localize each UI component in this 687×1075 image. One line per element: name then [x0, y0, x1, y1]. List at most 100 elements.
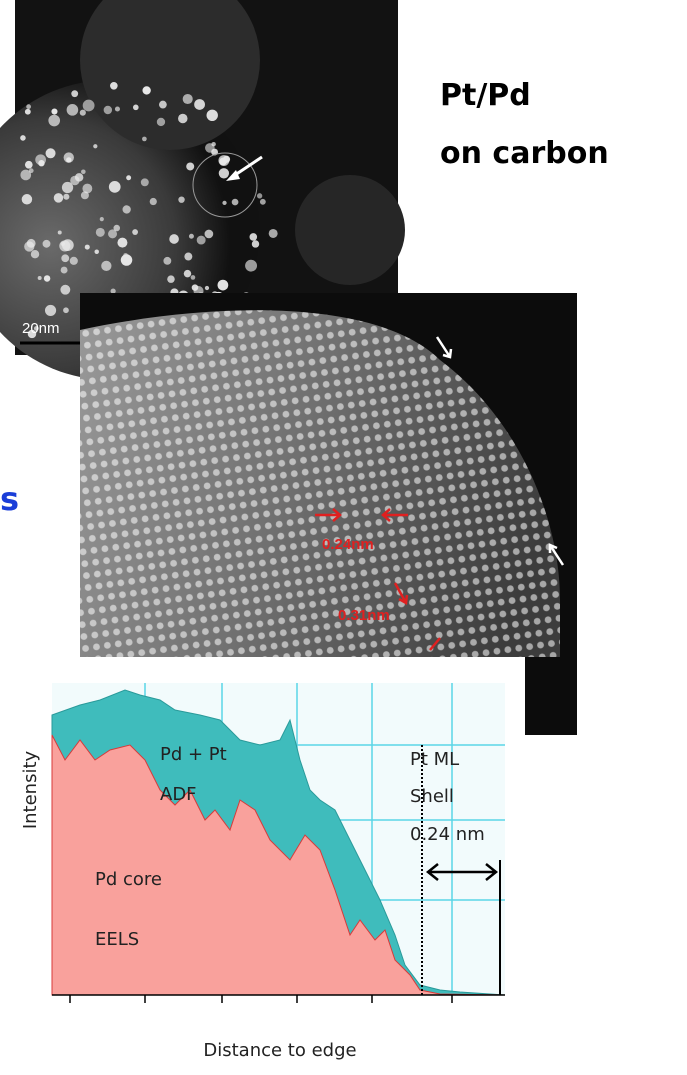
particle	[178, 196, 184, 202]
particle	[96, 228, 105, 237]
particle	[85, 245, 90, 250]
particle	[189, 234, 194, 239]
spacing-label: 0.31nm	[338, 607, 390, 624]
particle	[194, 99, 205, 110]
cut-text: s	[0, 480, 19, 518]
particle	[93, 144, 97, 148]
title: Pt/Pd	[440, 78, 531, 113]
shell-label: Shell	[410, 786, 454, 807]
particle	[22, 194, 32, 204]
particle	[115, 106, 120, 111]
particle	[29, 168, 34, 173]
particle	[260, 199, 266, 205]
particle	[48, 115, 60, 127]
particle	[24, 241, 34, 251]
particle	[222, 201, 226, 205]
particle	[81, 169, 86, 174]
particle	[249, 233, 257, 241]
particle	[46, 148, 56, 158]
particle	[223, 156, 230, 163]
particle	[269, 229, 278, 238]
particle	[58, 230, 62, 234]
particle	[126, 175, 131, 180]
particle	[62, 182, 73, 193]
particle	[219, 168, 229, 178]
eels-label: EELS	[95, 929, 139, 950]
particle	[60, 285, 70, 295]
adf-label: Pd + Pt	[160, 744, 227, 765]
particle	[159, 101, 167, 109]
particle	[59, 240, 70, 251]
particle	[207, 110, 218, 121]
particle	[54, 193, 63, 202]
profile-chart: Pd + Pt ADF Pt ML Shell 0.24 nm Pd core …	[20, 657, 525, 1061]
scale-bar-label: 20nm	[22, 320, 60, 337]
particle	[205, 230, 214, 239]
particle	[71, 90, 78, 97]
particle	[186, 162, 194, 170]
particle	[61, 254, 69, 262]
particle	[123, 253, 128, 258]
particle	[51, 108, 57, 114]
particle	[132, 229, 138, 235]
particle	[70, 257, 78, 265]
particle	[80, 110, 86, 116]
particle	[123, 205, 131, 213]
particle	[163, 257, 171, 265]
particle	[232, 199, 239, 206]
particle	[142, 86, 150, 94]
particle	[110, 82, 118, 90]
particle	[83, 100, 95, 112]
shell-label: Pt ML	[410, 749, 459, 770]
x-axis-label: Distance to edge	[203, 1040, 356, 1061]
particle	[157, 118, 165, 126]
particle	[183, 94, 193, 104]
subtitle: on carbon	[440, 136, 609, 171]
particle	[100, 217, 104, 221]
particle	[94, 250, 98, 254]
particle	[133, 105, 139, 111]
particle	[178, 114, 187, 123]
particle	[44, 275, 50, 281]
spacing-label: 0.24nm	[322, 536, 374, 553]
particle	[113, 225, 120, 232]
eels-label: Pd core	[95, 869, 162, 890]
particle	[184, 270, 191, 277]
particle	[117, 238, 127, 248]
particle	[43, 240, 51, 248]
particle	[218, 280, 229, 291]
particle	[63, 194, 69, 200]
particle	[184, 253, 192, 261]
particle	[64, 152, 74, 162]
particle	[169, 234, 179, 244]
particle	[167, 275, 175, 283]
particle	[63, 307, 69, 313]
particle	[20, 135, 26, 141]
particle	[25, 161, 33, 169]
particle	[197, 236, 206, 245]
particle	[31, 250, 39, 258]
particle	[67, 104, 79, 116]
particle	[26, 104, 31, 109]
particle	[245, 260, 257, 272]
adf-label: ADF	[160, 784, 197, 805]
particle	[104, 106, 112, 114]
particle	[205, 143, 215, 153]
particle	[111, 289, 116, 294]
particle	[191, 275, 196, 280]
particle	[150, 198, 157, 205]
y-axis-label: Intensity	[20, 750, 41, 829]
particle	[101, 261, 111, 271]
particle	[35, 154, 46, 165]
particle	[142, 137, 147, 142]
slide: 20nm Pt/Pd on carbon s 0.24nm 0.31nm	[0, 0, 687, 1075]
particle	[45, 305, 56, 316]
particle	[82, 184, 92, 194]
particle	[257, 193, 262, 198]
particle	[109, 181, 121, 193]
particle	[38, 276, 42, 280]
particle	[61, 267, 68, 274]
page: 20nm Pt/Pd on carbon s 0.24nm 0.31nm	[0, 0, 687, 1075]
particle	[25, 109, 31, 115]
particle	[141, 178, 149, 186]
